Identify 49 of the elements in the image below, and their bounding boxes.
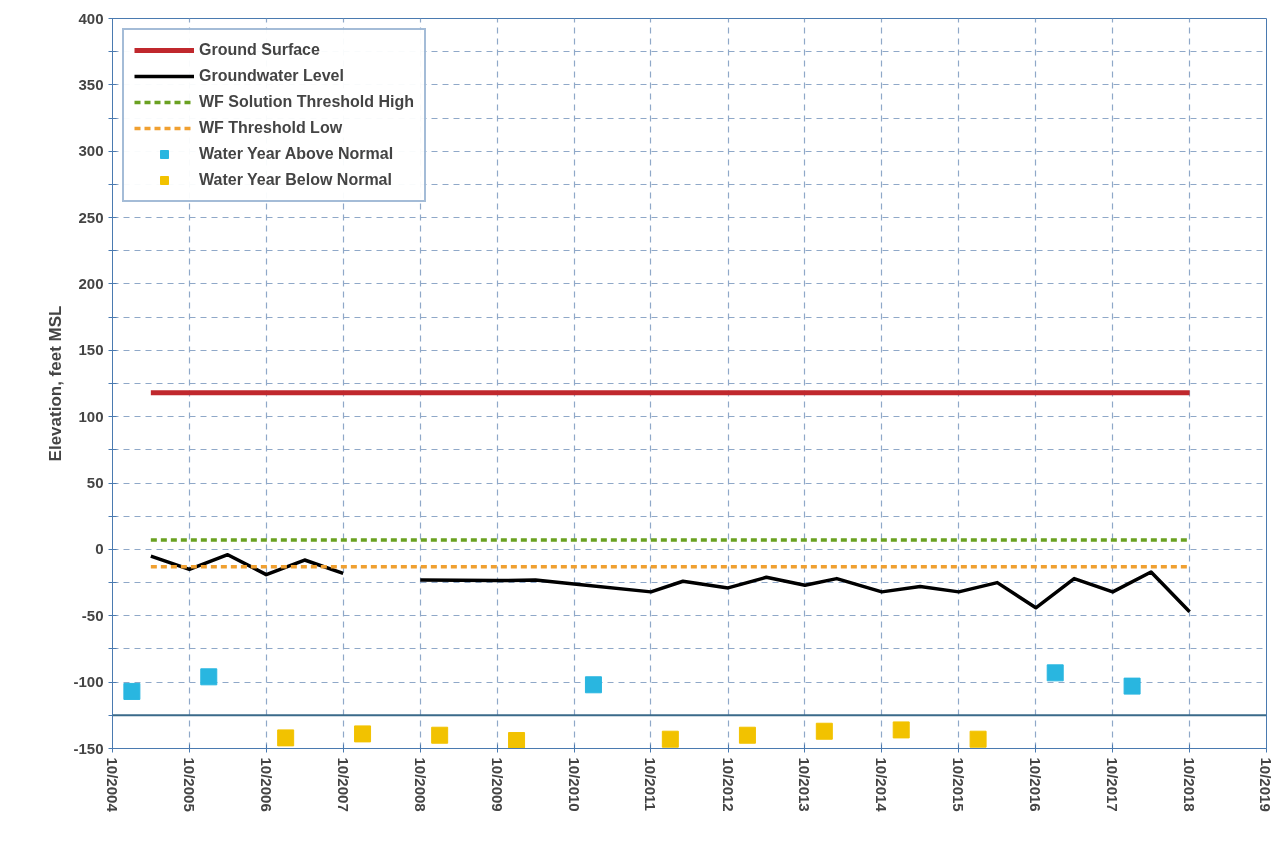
legend-label: Groundwater Level xyxy=(199,67,344,85)
y-tick-label: 150 xyxy=(78,341,104,359)
point xyxy=(1123,677,1141,695)
point xyxy=(354,725,372,743)
x-tick-label: 10/2013 xyxy=(796,757,814,812)
point xyxy=(815,722,833,740)
y-tick-label: 50 xyxy=(86,474,104,492)
x-tick-label: 10/2016 xyxy=(1027,757,1045,812)
y-tick-label: 300 xyxy=(78,142,104,160)
point xyxy=(584,676,602,694)
point xyxy=(508,732,526,749)
x-tick-label: 10/2018 xyxy=(1181,757,1199,812)
point xyxy=(738,726,756,744)
x-tick-label: 10/2008 xyxy=(411,757,429,812)
x-tick-label: 10/2009 xyxy=(488,757,506,812)
x-tick-label: 10/2006 xyxy=(257,757,275,812)
y-axis-title: Elevation, feet MSL xyxy=(46,305,66,462)
point xyxy=(892,721,910,739)
y-tick-label: 100 xyxy=(78,407,104,425)
y-tick-label: 200 xyxy=(78,274,104,292)
legend-label: Water Year Above Normal xyxy=(199,145,394,163)
x-tick-label: 10/2015 xyxy=(950,757,968,812)
x-tick-label: 10/2014 xyxy=(873,757,891,813)
point xyxy=(661,730,679,748)
y-tick-label: 350 xyxy=(78,75,104,93)
legend-label: Water Year Below Normal xyxy=(199,171,392,189)
y-tick-label: -100 xyxy=(73,673,104,691)
point xyxy=(200,668,218,686)
x-tick-label: 10/2017 xyxy=(1104,757,1122,812)
legend-label: WF Threshold Low xyxy=(199,119,343,137)
x-tick-label: 10/2004 xyxy=(104,757,121,813)
point xyxy=(969,730,987,748)
y-tick-label: -150 xyxy=(73,739,104,757)
x-tick-label: 10/2010 xyxy=(565,757,583,812)
y-tick-label: 400 xyxy=(78,9,104,27)
point xyxy=(277,729,295,747)
x-tick-label: 10/2012 xyxy=(719,757,737,812)
y-tick-label: 250 xyxy=(78,208,104,226)
point xyxy=(1046,664,1064,682)
x-tick-label: 10/2019 xyxy=(1257,757,1274,812)
y-tick-label: -50 xyxy=(81,606,104,624)
x-tick-label: 10/2005 xyxy=(180,757,198,812)
y-tick-label: 0 xyxy=(95,540,104,558)
x-tick-label: 10/2011 xyxy=(642,757,660,811)
x-tick-label: 10/2007 xyxy=(334,757,352,812)
legend-label: WF Solution Threshold High xyxy=(199,93,415,111)
legend-label: Ground Surface xyxy=(199,41,320,59)
point xyxy=(123,682,141,700)
point xyxy=(431,726,449,744)
